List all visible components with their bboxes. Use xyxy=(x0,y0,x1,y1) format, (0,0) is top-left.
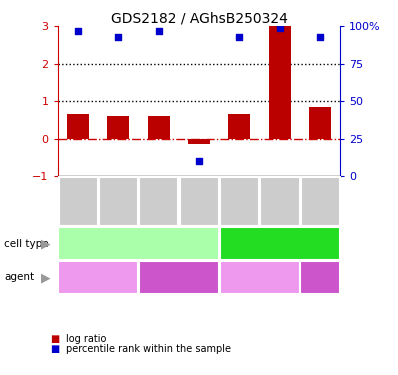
Point xyxy=(115,34,121,40)
Bar xyxy=(309,107,331,139)
Text: GSM76910: GSM76910 xyxy=(195,181,203,222)
Bar xyxy=(269,26,291,139)
Bar xyxy=(228,114,250,139)
Text: cell type: cell type xyxy=(4,239,49,249)
Text: agent: agent xyxy=(4,273,34,282)
Text: bacillus
Calmette-Guerin: bacillus Calmette-Guerin xyxy=(144,268,214,287)
Text: GSM76908: GSM76908 xyxy=(316,181,325,222)
Text: GSM76909: GSM76909 xyxy=(114,181,123,222)
Point xyxy=(196,158,202,164)
Point xyxy=(277,25,283,31)
Text: M-CSF cultured
macrophage: M-CSF cultured macrophage xyxy=(241,234,319,254)
Point xyxy=(317,34,323,40)
Bar xyxy=(67,114,89,139)
Text: GSM76911: GSM76911 xyxy=(275,181,284,222)
Text: GSM76905: GSM76905 xyxy=(73,181,82,222)
Text: bacillus
Calmette
-Guerin: bacillus Calmette -Guerin xyxy=(301,262,339,292)
Text: unstimulated: unstimulated xyxy=(232,273,287,282)
Text: log ratio: log ratio xyxy=(66,334,106,344)
Text: GSM76906: GSM76906 xyxy=(154,181,163,222)
Text: ■: ■ xyxy=(50,344,59,354)
Text: ■: ■ xyxy=(50,334,59,344)
Point xyxy=(156,28,162,34)
Point xyxy=(236,34,242,40)
Text: GDS2182 / AGhsB250324: GDS2182 / AGhsB250324 xyxy=(111,11,287,25)
Text: ▶: ▶ xyxy=(41,237,51,250)
Text: GM-CSF cultured macrophage: GM-CSF cultured macrophage xyxy=(76,239,201,248)
Text: percentile rank within the sample: percentile rank within the sample xyxy=(66,344,231,354)
Text: ▶: ▶ xyxy=(41,271,51,284)
Point xyxy=(75,28,81,34)
Bar xyxy=(148,116,170,139)
Bar xyxy=(107,116,129,139)
Bar xyxy=(188,139,210,144)
Text: unstimulated: unstimulated xyxy=(70,273,126,282)
Text: GSM76907: GSM76907 xyxy=(235,181,244,222)
